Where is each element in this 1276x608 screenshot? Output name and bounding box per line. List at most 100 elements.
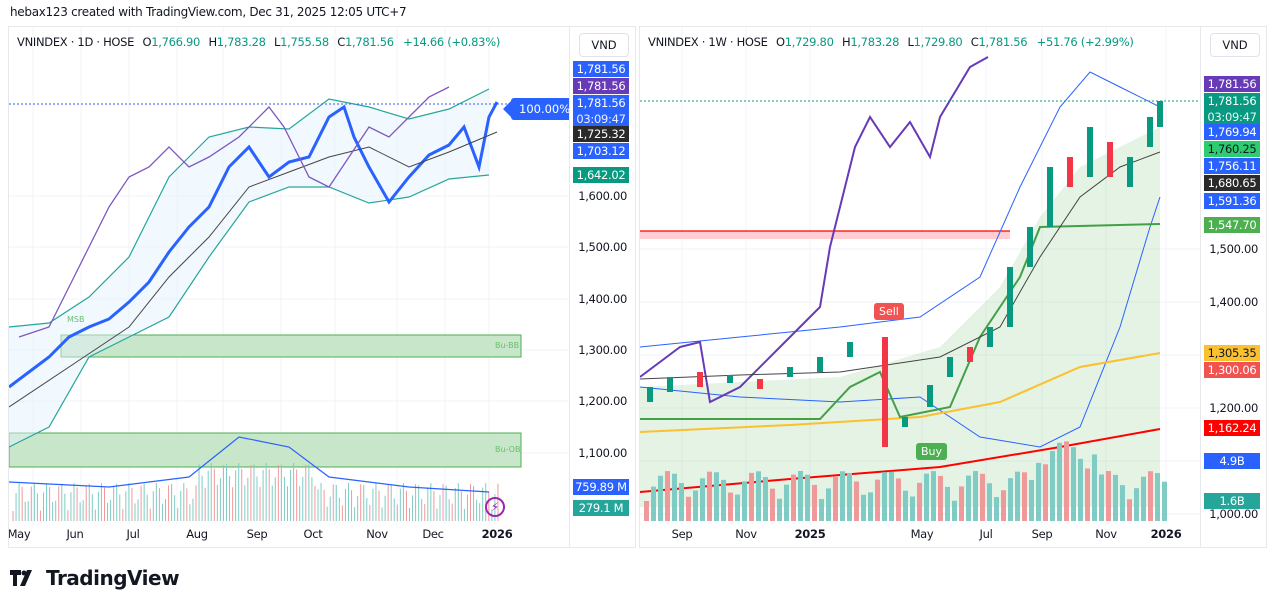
volume-bar [826, 488, 831, 521]
volume-bar [966, 475, 971, 521]
volume-bar [980, 473, 985, 521]
zone-label-msb: MSB [67, 315, 85, 324]
volume-bar [1141, 476, 1146, 521]
volume-bar [1127, 499, 1132, 521]
time-label: May [8, 527, 31, 541]
price-tag-value: 1,760.25 [1207, 142, 1257, 156]
price-tag: 1,781.56 [573, 78, 629, 94]
weekly-price-plot[interactable] [640, 27, 1202, 525]
candle [1007, 267, 1013, 327]
price-tick: 1,100.00 [578, 446, 627, 460]
price-tick: 1,500.00 [578, 240, 627, 254]
candle [787, 367, 793, 377]
candle [882, 337, 888, 447]
support-trendline [640, 428, 1161, 493]
volume-bar [735, 494, 740, 521]
candle [967, 347, 973, 362]
volume-bar [973, 471, 978, 521]
price-tag-value: 1,642.02 [576, 168, 626, 182]
candle [1067, 157, 1073, 187]
candle [697, 372, 703, 387]
weekly-price-scale[interactable]: 1,500.00 1,400.00 1,200.00 1,000.00 1,781.5… [1200, 27, 1266, 547]
volume-bar [1001, 490, 1006, 521]
price-tag: 1,547.70 [1204, 217, 1260, 233]
volume-bar [700, 478, 705, 521]
candle [1027, 227, 1033, 267]
time-label: Dec [422, 527, 444, 541]
daily-price-scale[interactable]: 1,600.00 1,500.00 1,400.00 1,300.00 1,200.00… [569, 27, 635, 547]
price-tag: 1,162.24 [1204, 420, 1260, 436]
currency-button[interactable]: VND [1210, 33, 1260, 57]
volume-bar [728, 492, 733, 521]
volume-bar [721, 479, 726, 521]
daily-price-plot[interactable] [9, 27, 571, 525]
weekly-time-axis[interactable]: Sep Nov 2025 May Jul Sep Nov 2026 [640, 523, 1200, 547]
price-tag: 4.9B [1204, 453, 1260, 469]
volume-bar [959, 486, 964, 521]
price-tag-value: 1,781.56 [576, 96, 626, 110]
time-label: 2026 [481, 527, 513, 541]
candle [987, 327, 993, 347]
tradingview-logo-icon [10, 570, 32, 586]
change-value: +14.66 (+0.83%) [403, 35, 501, 49]
price-tag-value: 1,547.70 [1207, 218, 1257, 232]
bu-bb-zone [60, 334, 522, 358]
volume-bar [847, 472, 852, 521]
price-tag: 1,642.02 [573, 167, 629, 183]
high-label: H [208, 35, 217, 49]
volume-bar [1120, 485, 1125, 521]
volume-bar [1134, 488, 1139, 521]
open-label: O [142, 35, 152, 49]
sell-signal: Sell [874, 303, 904, 320]
price-tag: 759.89 M [573, 479, 629, 495]
low-value: 1,729.80 [913, 35, 963, 49]
weekly-chart-pane[interactable]: VNINDEX · 1W · HOSE O1,729.80 H1,783.28 … [639, 26, 1267, 548]
tradingview-logo[interactable]: TradingView [10, 566, 180, 590]
volume-bar [672, 473, 677, 521]
volume-bar [882, 472, 887, 521]
price-tag: 1,305.35 [1204, 345, 1260, 361]
buy-signal: Buy [916, 443, 948, 460]
low-label: L [907, 35, 914, 49]
bollinger-lower [9, 174, 490, 448]
volume-bar [1064, 441, 1069, 521]
volume-bar [875, 479, 880, 521]
price-tag-value: 1,781.56 [576, 62, 626, 76]
percent-badge: 100.00% [502, 98, 579, 120]
volume-bar [1071, 447, 1076, 521]
volume-bar [1057, 442, 1062, 521]
currency-button[interactable]: VND [579, 33, 629, 57]
time-label: Jul [979, 527, 993, 541]
weekly-ohlc-legend: VNINDEX · 1W · HOSE O1,729.80 H1,783.28 … [648, 35, 1134, 49]
daily-time-axis[interactable]: May Jun Jul Aug Sep Oct Nov Dec 2026 [9, 523, 569, 547]
time-label: Oct [303, 527, 323, 541]
daily-chart-pane[interactable]: VNINDEX · 1D · HOSE O1,766.90 H1,783.28 … [8, 26, 636, 548]
high-value: 1,783.28 [850, 35, 900, 49]
price-tag-value: 1,703.12 [576, 144, 626, 158]
price-tag-value: 1,769.94 [1207, 125, 1257, 139]
lightning-icon[interactable]: ⚡ [485, 497, 505, 517]
volume-bar [763, 477, 768, 521]
countdown-timer: 03:09:47 [1207, 110, 1257, 124]
price-tag: 1,781.56 03:09:47 [573, 95, 629, 127]
volume-bar [665, 471, 670, 521]
volume-bar [644, 501, 649, 521]
candle [667, 377, 673, 392]
volume-bar [693, 490, 698, 521]
volume-bar [1008, 478, 1013, 521]
candle [902, 417, 908, 427]
price-tick: 1,000.00 [1209, 507, 1258, 521]
volume-bar [749, 472, 754, 521]
volume-bar [1036, 462, 1041, 521]
volume-bar [833, 476, 838, 521]
daily-ohlc-legend: VNINDEX · 1D · HOSE O1,766.90 H1,783.28 … [17, 35, 500, 49]
time-label: Aug [186, 527, 208, 541]
high-label: H [841, 35, 851, 49]
close-value: 1,781.56 [978, 35, 1028, 49]
open-label: O [776, 35, 785, 49]
volume-bar [854, 481, 859, 521]
volume-bar [1113, 474, 1118, 521]
price-tag: 1,300.06 [1204, 362, 1260, 378]
weekly-symbol: VNINDEX · 1W · HOSE [648, 35, 768, 49]
candle [1127, 157, 1133, 187]
